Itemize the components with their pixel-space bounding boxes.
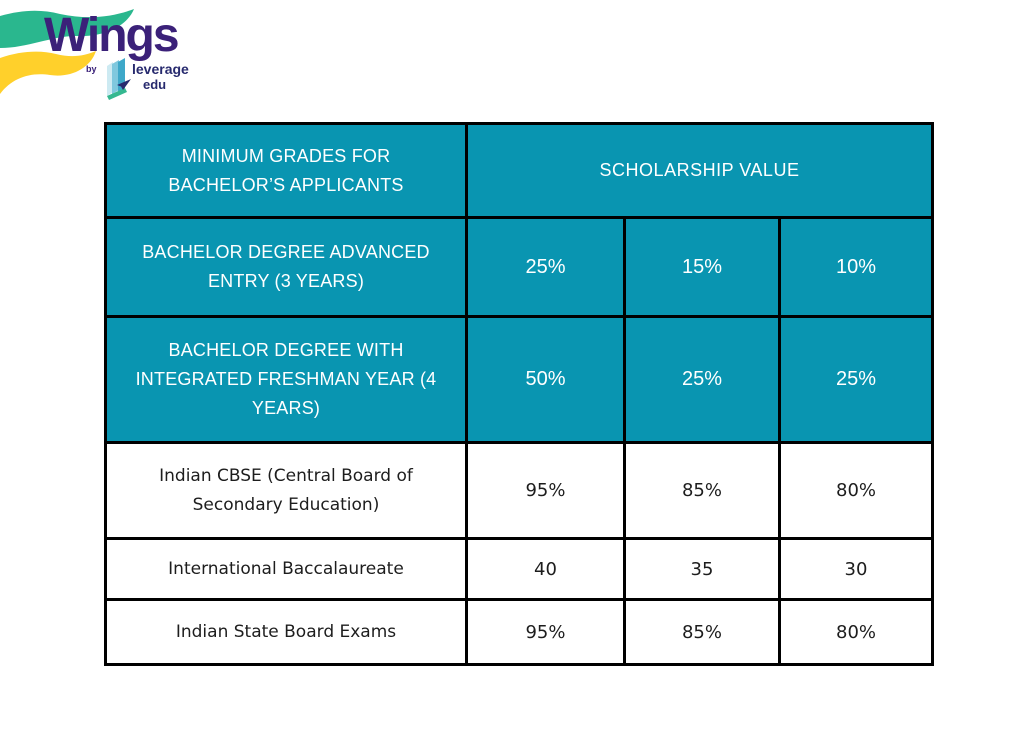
- row-value: 80%: [777, 598, 935, 666]
- leverage-edu-wordmark: leverage edu: [132, 62, 189, 91]
- row-label: International Baccalaureate: [104, 537, 468, 601]
- row-label: BACHELOR DEGREE WITH INTEGRATED FRESHMAN…: [104, 315, 468, 444]
- edu-label: edu: [143, 77, 167, 92]
- table-header-row: MINIMUM GRADES FOR BACHELOR’S APPLICANTS…: [104, 122, 935, 219]
- row-value: 35: [623, 537, 781, 601]
- row-value: 85%: [623, 598, 781, 666]
- row-value: 30: [777, 537, 935, 601]
- by-label: by: [86, 64, 97, 74]
- row-value: 25%: [465, 216, 626, 318]
- row-value: 15%: [623, 216, 781, 318]
- row-value: 10%: [777, 216, 935, 318]
- table-row: BACHELOR DEGREE WITH INTEGRATED FRESHMAN…: [104, 315, 935, 444]
- table-row: BACHELOR DEGREE ADVANCED ENTRY (3 YEARS)…: [104, 216, 935, 318]
- table-row: International Baccalaureate 40 35 30: [104, 537, 935, 601]
- row-label: Indian CBSE (Central Board of Secondary …: [104, 441, 468, 540]
- row-value: 80%: [777, 441, 935, 540]
- table-row: Indian State Board Exams 95% 85% 80%: [104, 598, 935, 666]
- row-value: 95%: [465, 441, 626, 540]
- leverage-label: leverage: [132, 61, 189, 77]
- brand-wordmark: Wings: [44, 9, 180, 62]
- row-value: 50%: [465, 315, 626, 444]
- row-value: 85%: [623, 441, 781, 540]
- scholarship-table: MINIMUM GRADES FOR BACHELOR’S APPLICANTS…: [104, 122, 935, 666]
- wings-logo: Wings by leverage edu: [0, 0, 260, 110]
- header-min-grades: MINIMUM GRADES FOR BACHELOR’S APPLICANTS: [104, 122, 468, 219]
- header-scholarship-value: SCHOLARSHIP VALUE: [464, 122, 935, 219]
- table-row: Indian CBSE (Central Board of Secondary …: [104, 441, 935, 540]
- row-value: 25%: [623, 315, 781, 444]
- leverage-edu-book-icon: [107, 58, 131, 100]
- row-value: 25%: [777, 315, 935, 444]
- row-label: Indian State Board Exams: [104, 598, 468, 666]
- wing-swoosh-icon: [0, 9, 134, 94]
- row-label: BACHELOR DEGREE ADVANCED ENTRY (3 YEARS): [104, 216, 468, 318]
- row-value: 95%: [465, 598, 626, 666]
- row-value: 40: [465, 537, 626, 601]
